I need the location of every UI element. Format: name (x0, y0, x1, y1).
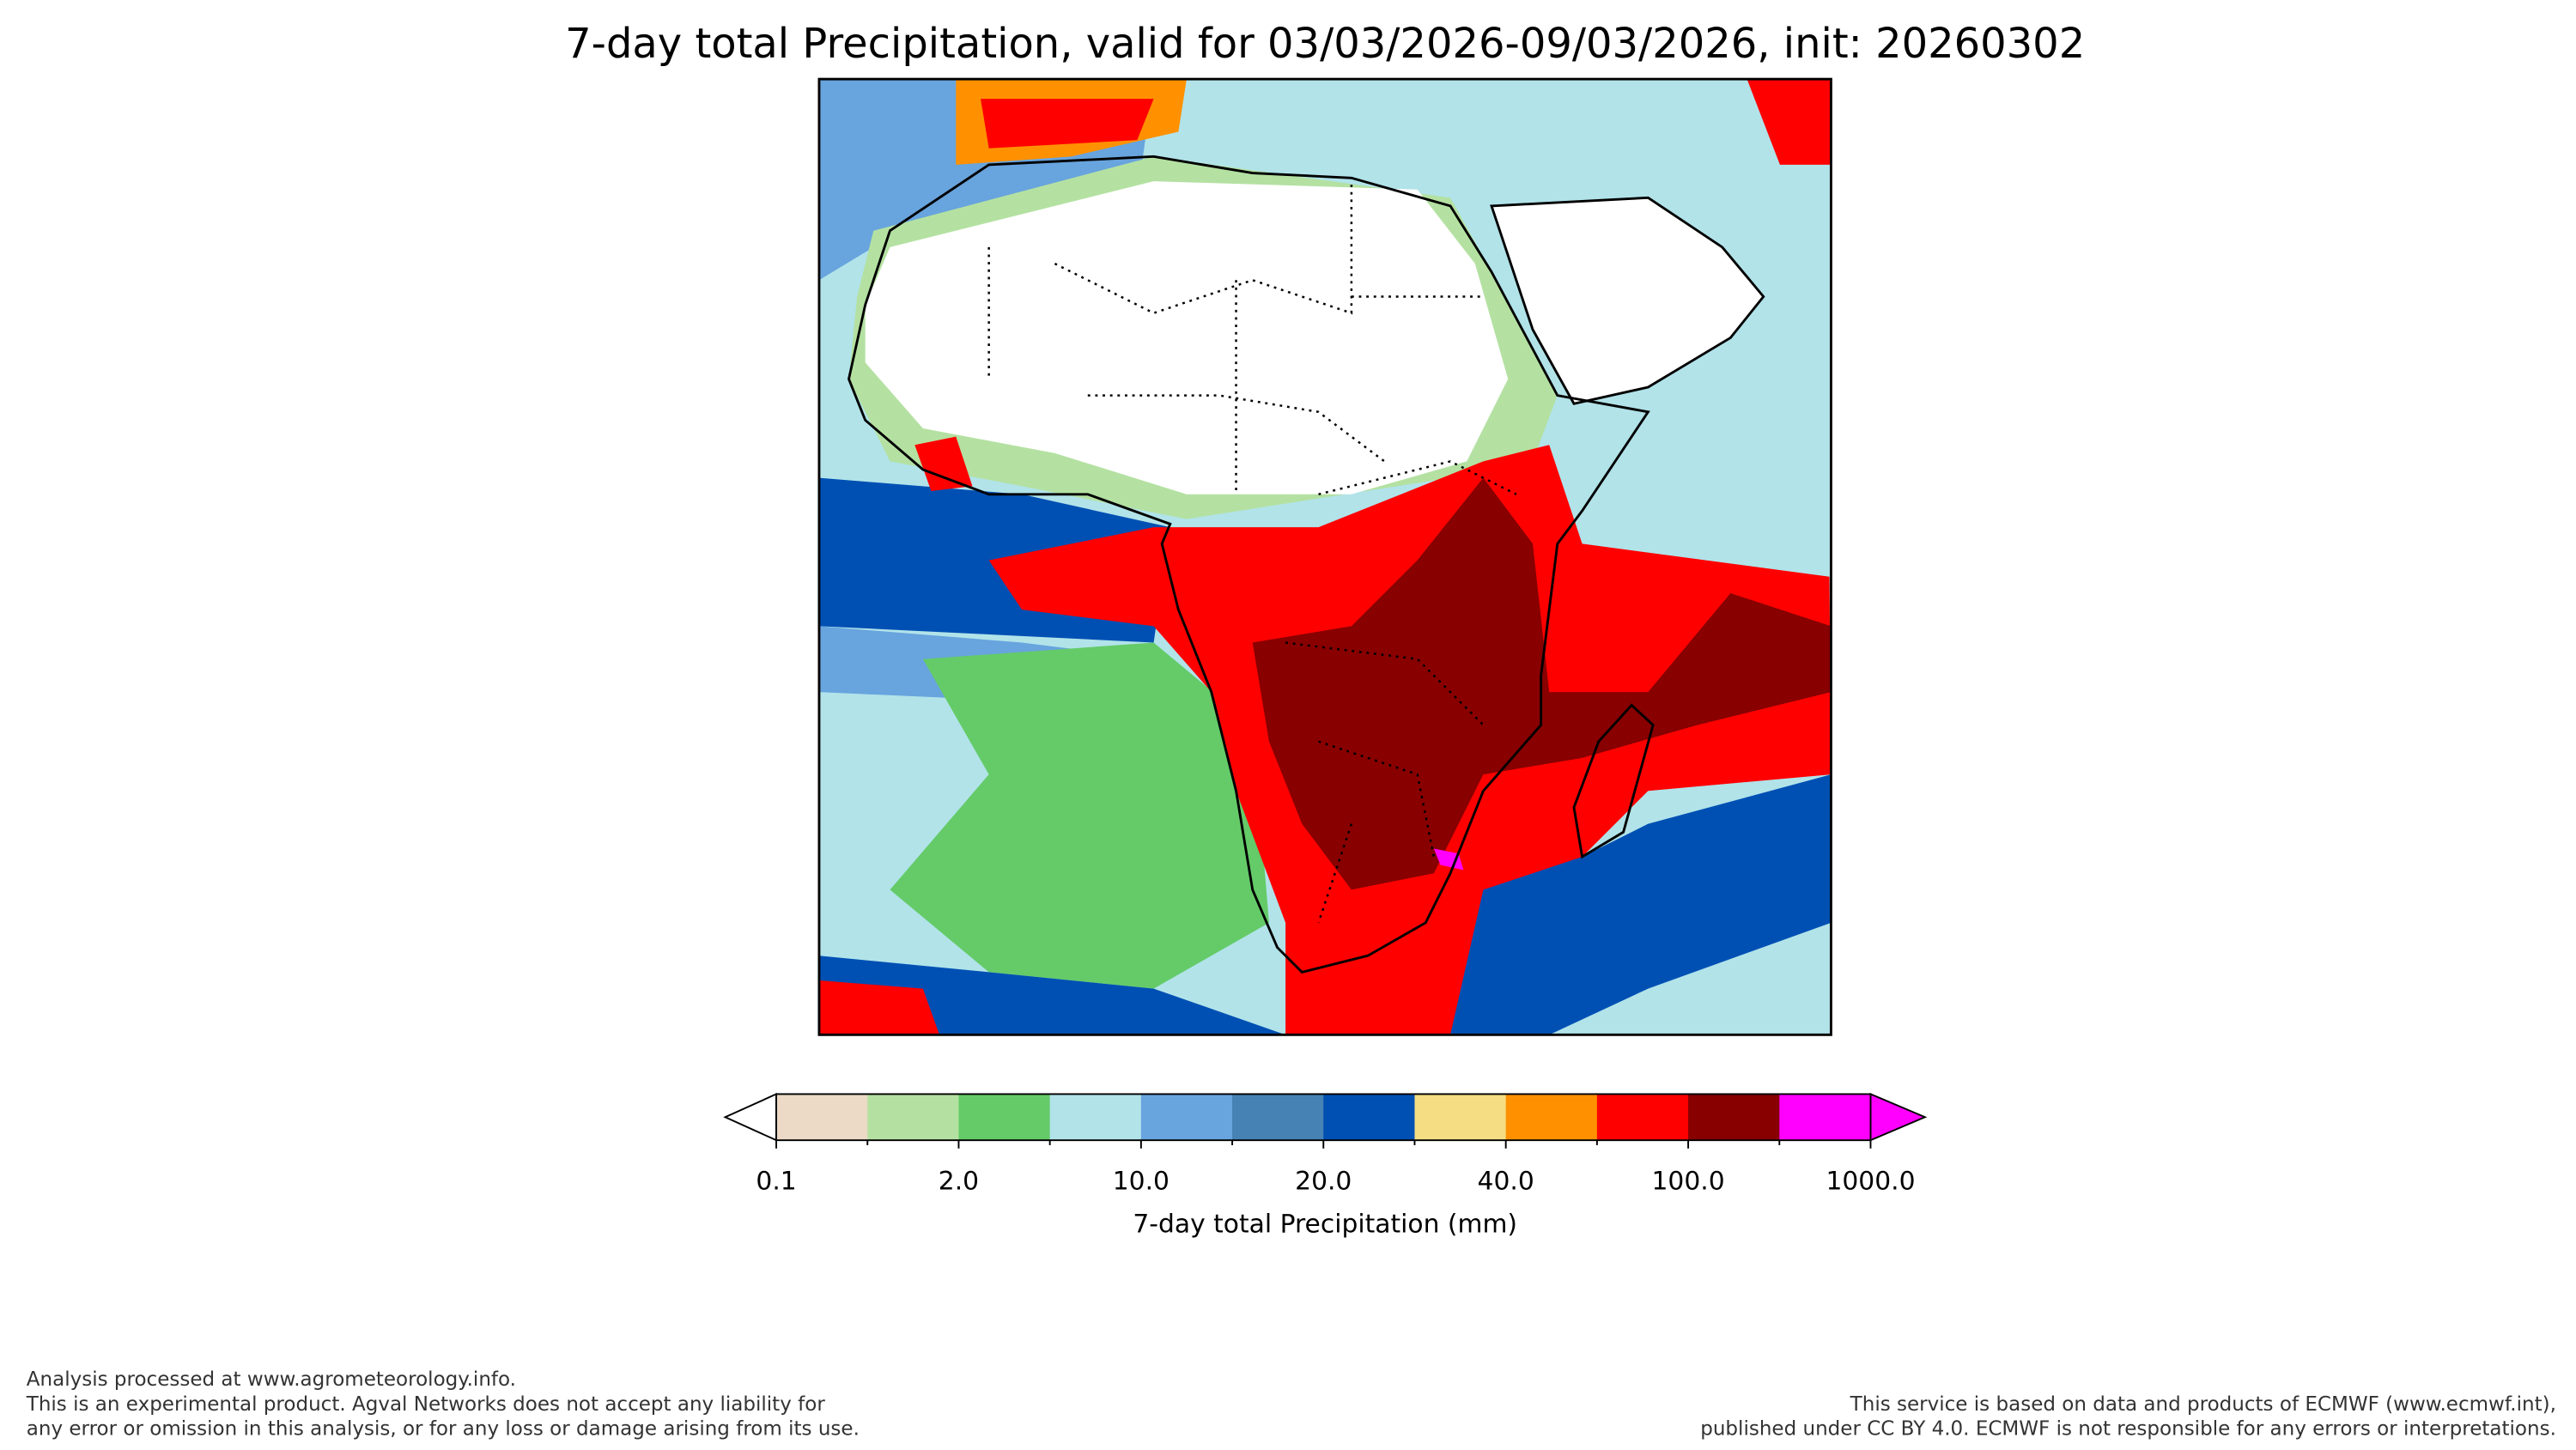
footer-right: This service is based on data and produc… (1700, 1393, 2556, 1441)
colorbar-swatch (1323, 1094, 1416, 1141)
colorbar-swatch (958, 1094, 1051, 1141)
colorbar-swatch (1688, 1094, 1781, 1141)
footer-line: This service is based on data and produc… (1850, 1393, 2556, 1416)
colorbar-over (1869, 1092, 1928, 1142)
colorbar-swatch (1414, 1094, 1507, 1141)
colorbar-tick-label: 0.1 (756, 1167, 796, 1197)
colorbar-swatch (1140, 1094, 1233, 1141)
colorbar-tick-label: 100.0 (1652, 1167, 1725, 1197)
colorbar-tick-label: 40.0 (1478, 1167, 1534, 1197)
colorbar: 0.1 2.0 10.0 20.0 40.0 100.0 1000.0 (723, 1092, 1928, 1197)
colorbar-label: 7-day total Precipitation (mm) (1133, 1210, 1517, 1240)
colorbar-tick-label: 2.0 (939, 1167, 979, 1197)
footer-line: any error or omission in this analysis, … (27, 1418, 860, 1441)
colorbar-swatch (776, 1094, 869, 1141)
colorbar-tick-label: 20.0 (1295, 1167, 1352, 1197)
footer-line: published under CC BY 4.0. ECMWF is not … (1700, 1418, 2556, 1441)
footer-line: Analysis processed at www.agrometeorolog… (27, 1368, 516, 1391)
map-frame (817, 77, 1832, 1036)
colorbar-swatch (1049, 1094, 1142, 1141)
footer-line: This is an experimental product. Agval N… (26, 1393, 826, 1416)
colorbar-tick-label: 10.0 (1113, 1167, 1170, 1197)
footer-left: Analysis processed at www.agrometeorolog… (26, 1368, 860, 1441)
colorbar-swatch (867, 1094, 960, 1141)
map-title: 7-day total Precipitation, valid for 03/… (565, 20, 2085, 68)
map (818, 79, 1832, 1035)
colorbar-under (723, 1092, 778, 1142)
colorbar-swatch (1596, 1094, 1689, 1141)
colorbar-swatch (1505, 1094, 1598, 1141)
colorbar-swatch (1232, 1094, 1325, 1141)
colorbar-tick-label: 1000.0 (1826, 1167, 1915, 1197)
colorbar-swatch (1779, 1094, 1872, 1141)
